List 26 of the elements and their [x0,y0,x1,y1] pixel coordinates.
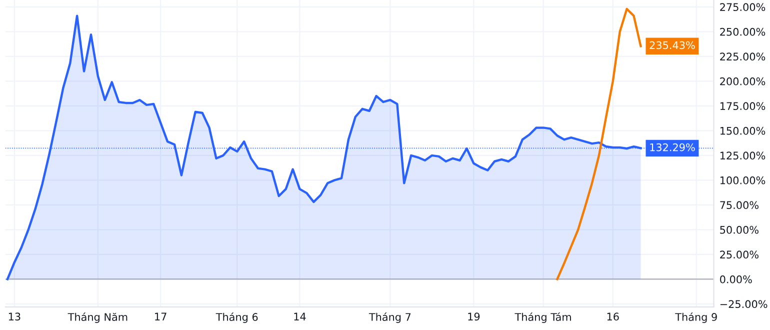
y-tick-label: 275.00% [720,3,766,12]
data-label: 235.43% [650,41,695,50]
x-tick-label: 13 [8,312,20,321]
y-tick-label: 175.00% [720,102,766,110]
y-tick-label: 100.00% [720,176,766,184]
x-tick-label: 14 [294,312,306,320]
y-tick-label: 225.00% [720,52,766,61]
x-tick-label: Tháng Năm [68,312,128,323]
y-tick-label: 125.00% [720,152,766,160]
data-label: 132.29% [650,143,695,152]
x-tick-label: Tháng 7 [368,312,411,323]
x-tick-label: Tháng Tám [514,312,571,323]
line-series [556,8,642,280]
x-tick-label: Tháng 9 [675,312,717,323]
x-tick-label: 19 [468,312,480,321]
y-tick-label: 250.00% [720,28,766,36]
y-tick-label: 50.00% [720,226,758,234]
x-tick-label: 16 [607,312,619,321]
y-tick-label: 75.00% [720,201,758,210]
y-tick-label: −25.00% [720,300,768,308]
x-tick-label: 17 [155,312,166,320]
y-tick-label: 200.00% [720,77,766,86]
y-tick-label: 25.00% [720,250,758,259]
y-tick-label: 0.00% [720,275,752,284]
x-tick-label: Tháng 6 [216,312,258,323]
y-tick-label: 150.00% [720,126,766,135]
